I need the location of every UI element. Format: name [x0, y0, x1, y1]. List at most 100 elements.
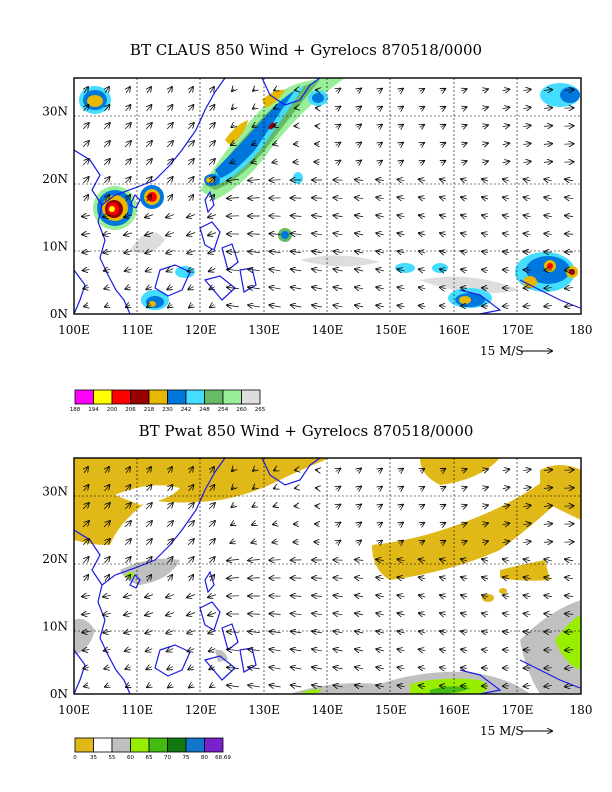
top-wind-vector	[147, 87, 151, 94]
top-wind-vector	[82, 123, 89, 130]
bottom-wind-vector	[188, 557, 193, 564]
top-colorbar-label: 248	[199, 407, 210, 413]
bottom-wind-vector	[357, 469, 361, 472]
top-wind-vector	[543, 126, 552, 127]
top-wind-vector	[209, 177, 214, 184]
axis-tick-labels: 100E 110E 120E 130E 140E 150E 160E 170E 180 0N 10N…	[42, 105, 592, 717]
bottom-wind-vector	[461, 469, 466, 471]
top-y-tick-label: 0N	[50, 307, 68, 321]
top-wind-vector	[481, 143, 488, 145]
top-wind-vector	[376, 251, 384, 253]
top-wind-vector	[168, 305, 172, 308]
top-x-tick-label: 110E	[122, 323, 154, 337]
top-wind-vector	[357, 161, 361, 164]
top-wind-vector	[376, 269, 384, 271]
bottom-wind-vector	[482, 577, 489, 579]
bottom-wind-vector	[333, 631, 343, 633]
bottom-wind-vector	[124, 631, 132, 633]
bottom-wind-vector	[461, 523, 466, 525]
bottom-colorbar-swatch	[185, 737, 205, 753]
top-x-tick-label: 140E	[312, 323, 344, 337]
top-wind-vector	[355, 215, 364, 217]
bottom-wind-vector	[231, 523, 235, 525]
bottom-colorbar-label: 75	[183, 755, 190, 761]
top-wind-vector	[83, 270, 90, 271]
top-wind-vector	[461, 288, 468, 289]
bottom-wind-vector	[232, 505, 235, 507]
bottom-wind-vector	[227, 578, 239, 579]
top-wind-vector	[440, 215, 447, 217]
top-wind-vector	[145, 233, 154, 236]
top-wind-vector	[376, 179, 384, 180]
top-wind-vector	[231, 143, 235, 145]
top-wind-vector	[145, 215, 154, 218]
bottom-wind-vector	[145, 631, 153, 634]
bottom-wind-vector	[147, 467, 151, 474]
bottom-wind-vector	[461, 668, 468, 669]
top-wind-vector	[124, 233, 133, 235]
top-wind-vector	[269, 251, 281, 252]
top-wind-vector	[84, 306, 88, 307]
bottom-wind-vector	[336, 487, 341, 490]
bottom-wind-vector	[461, 487, 466, 489]
bottom-wind-vector	[441, 523, 446, 525]
bottom-wind-vector	[524, 613, 531, 614]
top-wind-vector	[523, 161, 530, 162]
top-shading	[79, 78, 580, 310]
top-wind-vector	[126, 105, 131, 112]
top-wind-vector	[336, 107, 341, 110]
top-wind-vector	[399, 125, 403, 128]
bottom-wind-vector	[461, 595, 468, 597]
top-colorbar-swatch	[130, 389, 150, 405]
top-wind-vector	[147, 305, 151, 308]
top-wind-vector	[333, 269, 343, 271]
top-wind-vector	[398, 269, 405, 271]
bottom-wind-vector	[312, 685, 322, 687]
top-wind-vector	[544, 305, 552, 306]
top-wind-vector	[104, 287, 109, 289]
bottom-wind-vector	[187, 503, 194, 510]
top-wind-vector	[312, 251, 322, 253]
bottom-wind-vector	[251, 541, 256, 543]
bottom-x-tick-label: 150E	[375, 703, 407, 717]
top-wind-vector	[189, 87, 193, 94]
top-wind-vector	[461, 197, 468, 199]
bottom-wind-vector	[126, 467, 130, 474]
bottom-wind-vector	[125, 557, 130, 564]
bottom-wind-vector	[124, 503, 131, 510]
top-wind-vector	[166, 215, 175, 218]
bottom-wind-vector	[333, 578, 343, 579]
top-wind-vector	[147, 105, 152, 112]
bottom-colorbar-swatch	[167, 737, 187, 753]
bottom-wind-vector	[210, 685, 214, 688]
top-wind-vector	[103, 233, 112, 235]
top-y-tick-label: 20N	[42, 172, 68, 186]
top-wind-vector	[543, 162, 552, 163]
top-wind-vector	[398, 179, 405, 180]
top-wind-vector	[333, 251, 343, 253]
bottom-wind-vector	[524, 632, 531, 633]
bottom-wind-vector	[227, 632, 239, 633]
bottom-wind-vector	[481, 469, 488, 471]
bottom-wind-vector	[166, 521, 173, 528]
bottom-wind-vector	[398, 577, 405, 579]
bottom-wind-vector	[482, 650, 489, 651]
bottom-wind-vector	[189, 575, 193, 582]
bottom-wind-vector	[227, 559, 239, 560]
top-wind-vector	[251, 161, 256, 163]
top-wind-vector	[187, 159, 194, 166]
bottom-wind-vector	[461, 541, 466, 543]
bottom-wind-vector	[355, 667, 364, 669]
top-colorbar-swatch	[93, 389, 113, 405]
top-wind-vector	[125, 269, 132, 271]
bottom-wind-vector	[230, 541, 235, 543]
top-wind-vector	[502, 143, 510, 145]
top-wind-vector	[227, 305, 240, 307]
top-colorbar-label: 242	[181, 407, 192, 413]
top-wind-vector	[105, 305, 109, 307]
bottom-wind-vector	[543, 470, 552, 471]
top-wind-vector	[461, 215, 468, 217]
bottom-colorbar-swatch	[93, 737, 113, 753]
top-y-tick-label: 30N	[42, 105, 68, 119]
bottom-colorbar-label: 65	[146, 755, 153, 761]
